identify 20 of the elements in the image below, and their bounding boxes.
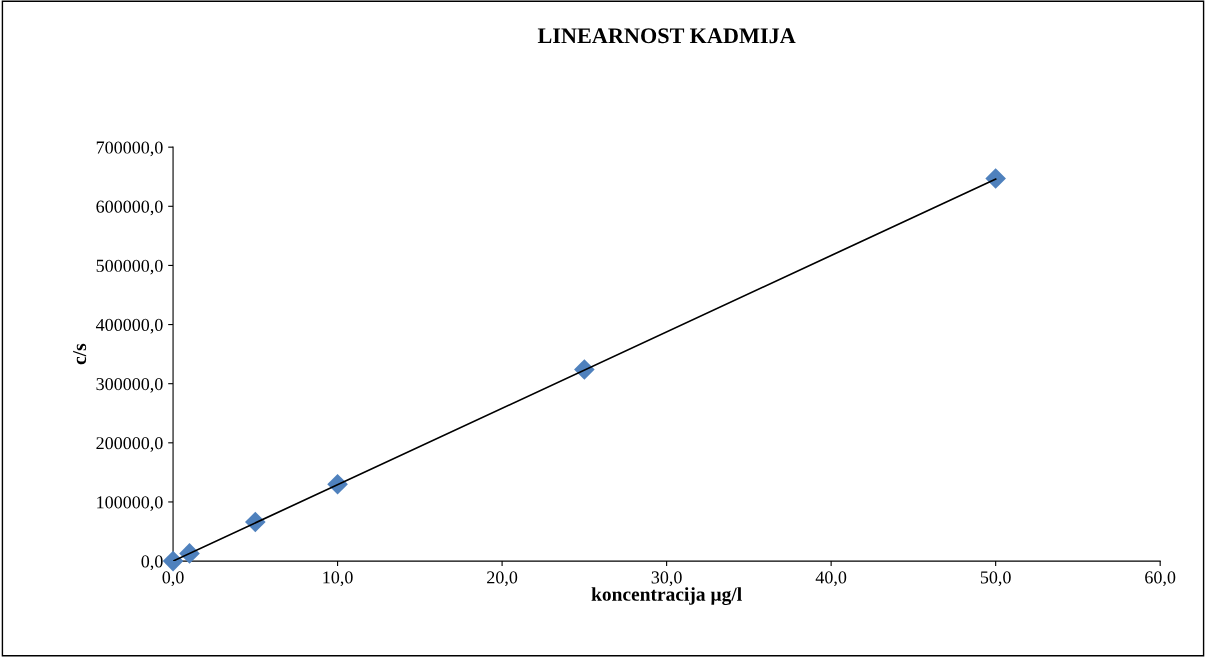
y-tick-label: 500000,0	[96, 259, 163, 275]
y-tick-label: 400000,0	[95, 318, 163, 334]
y-tick-label: 0,0	[141, 555, 163, 571]
chart-title: LINEARNOST KADMIJA	[537, 28, 796, 44]
point	[985, 168, 1006, 189]
y-tick-label: 100000,0	[97, 496, 163, 511]
y-tick-label: 600000,0	[96, 200, 163, 216]
y-tick-label: 300000,0	[96, 377, 163, 393]
x-tick-label: 20,0	[487, 571, 518, 587]
x-tick-label: 50,0	[980, 571, 1011, 587]
x-tick-label: 0,0	[162, 571, 184, 587]
y-tick-label: 200000,0	[96, 437, 163, 452]
y-tick-label: 700000,0	[96, 141, 163, 157]
x-axis-title: koncentracija µg/l	[591, 587, 742, 605]
point	[162, 550, 184, 572]
x-tick-label: 10,0	[323, 571, 353, 587]
x-tick-label: 40,0	[815, 571, 847, 587]
y-axis-title: c/s	[73, 343, 87, 365]
x-tick-label: 30,0	[651, 571, 682, 587]
x-tick-label: 60,0	[1145, 571, 1176, 587]
